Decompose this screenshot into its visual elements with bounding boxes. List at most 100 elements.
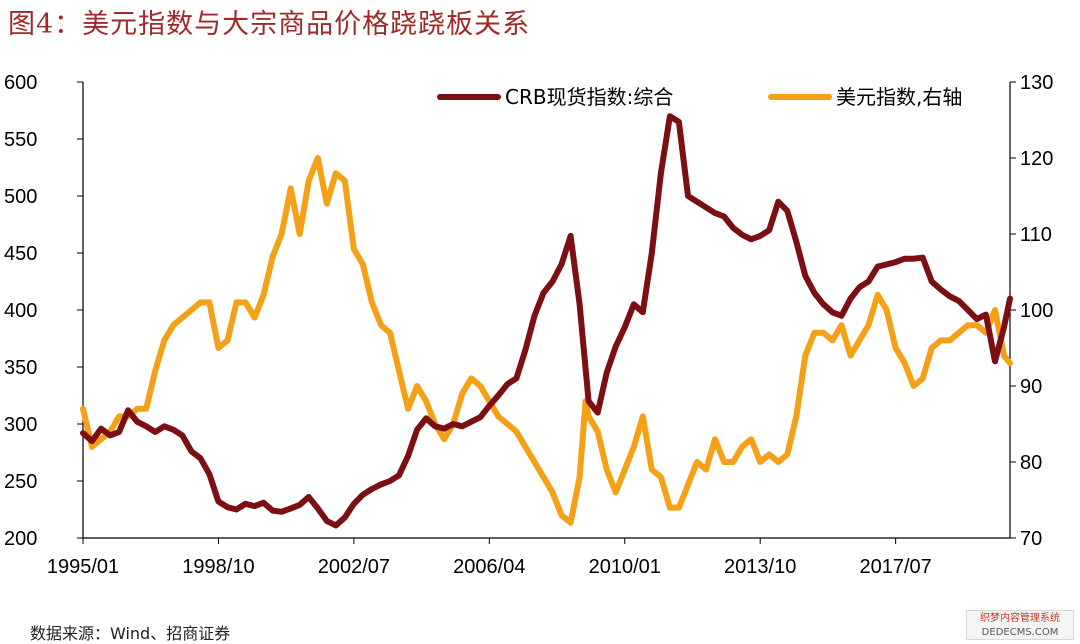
dxy-data-point: [913, 385, 915, 387]
right-y-tick-label: 100: [1020, 300, 1053, 322]
x-tick-label: 2017/07: [859, 556, 931, 578]
crb-data-point: [714, 212, 716, 214]
crb-data-point: [263, 502, 265, 504]
crb-data-point: [172, 429, 174, 431]
dxy-data-point: [813, 332, 816, 334]
crb-data-point: [687, 195, 689, 197]
crb-data-point: [570, 235, 572, 237]
dxy-data-point: [597, 431, 599, 433]
crb-data-point: [786, 210, 788, 212]
dxy-data-point: [705, 469, 707, 471]
dxy-data-point: [949, 339, 951, 341]
dxy-data-point: [624, 469, 626, 471]
crb-data-point: [272, 510, 274, 512]
dxy-data-point: [308, 180, 310, 182]
dxy-data-point: [759, 461, 761, 463]
crb-data-point: [254, 505, 256, 507]
watermark-line-1: 织梦内容管理系统: [980, 613, 1060, 624]
crb-data-point: [1003, 326, 1005, 328]
dxy-data-point: [425, 400, 427, 402]
crb-data-point: [127, 409, 129, 411]
dxy-series-line: [80, 155, 1013, 526]
crb-data-point: [669, 115, 671, 117]
dxy-data-point: [922, 377, 924, 379]
dxy-data-point: [886, 309, 888, 311]
dxy-data-point: [362, 263, 364, 265]
left-y-tick-label: 550: [4, 129, 37, 151]
crb-data-point: [606, 372, 608, 374]
dxy-data-point: [660, 476, 662, 478]
crb-data-point: [642, 311, 644, 313]
crb-data-point: [199, 457, 201, 459]
dxy-data-point: [877, 294, 879, 296]
crb-data-point: [479, 416, 481, 418]
dxy-data-point: [687, 484, 689, 486]
dxy-data-point: [994, 309, 996, 311]
crb-data-point: [849, 298, 852, 300]
left-y-tick-label: 200: [4, 528, 37, 550]
crb-data-point: [524, 349, 527, 351]
dxy-data-point: [777, 461, 779, 463]
crb-data-point: [118, 431, 120, 433]
crb-data-point: [579, 303, 581, 305]
crb-data-point: [759, 235, 761, 237]
dxy-data-point: [831, 339, 834, 341]
dxy-data-point: [786, 453, 788, 455]
watermark-line-2: DEDECMS.COM: [981, 627, 1059, 638]
crb-data-point: [362, 494, 364, 496]
dxy-data-point: [82, 408, 84, 410]
dxy-data-point: [100, 438, 102, 440]
dxy-data-point: [199, 301, 201, 303]
right-y-tick-label: 80: [1020, 452, 1042, 474]
dxy-data-point: [226, 339, 229, 341]
x-tick-label: 1995/01: [47, 556, 119, 578]
dxy-data-point: [389, 332, 391, 334]
dxy-data-point: [895, 347, 897, 349]
dual-axis-line-chart: 200 250 300 350 400 450 500 550 600 70 80 90 100 110 1…: [4, 72, 1053, 578]
watermark-badge: 织梦内容管理系统 DEDECMS.COM: [966, 610, 1074, 640]
dxy-data-point: [515, 431, 518, 433]
crb-data-point: [822, 303, 825, 305]
crb-data-point: [750, 238, 752, 240]
dxy-data-point: [750, 438, 752, 440]
crb-data-point: [425, 417, 427, 419]
left-y-tick-label: 300: [4, 414, 37, 436]
left-y-tick-label: 500: [4, 186, 37, 208]
crb-data-point: [858, 286, 861, 288]
dxy-data-point: [560, 514, 563, 516]
crb-data-point: [488, 405, 490, 407]
x-tick-label: 1998/10: [182, 556, 254, 578]
crb-data-point: [831, 311, 834, 313]
crb-data-point: [308, 496, 310, 498]
crb-data-point: [777, 201, 779, 203]
crb-data-point: [281, 511, 283, 513]
right-y-tick-label: 130: [1020, 72, 1053, 94]
dxy-data-point: [958, 332, 960, 334]
crb-data-point: [290, 507, 292, 509]
crb-data-point: [633, 303, 635, 305]
crb-data-point: [461, 425, 463, 427]
dxy-data-point: [651, 469, 653, 471]
dxy-data-point: [380, 324, 382, 326]
crb-data-point: [705, 206, 707, 208]
dxy-data-point: [985, 332, 987, 334]
dxy-data-point: [633, 446, 635, 448]
crb-data-point: [371, 488, 373, 490]
crb-data-point: [940, 288, 942, 291]
legend-label-crb: CRB现货指数:综合: [505, 85, 673, 109]
dxy-data-point: [235, 301, 238, 303]
crb-data-point: [452, 423, 454, 425]
dxy-data-point: [741, 446, 743, 448]
crb-data-point: [407, 455, 409, 457]
dxy-data-point: [272, 256, 274, 258]
crb-data-point: [922, 257, 924, 259]
left-y-tick-label: 450: [4, 243, 37, 265]
crb-data-point: [208, 473, 210, 475]
crb-data-point: [588, 400, 590, 402]
crb-data-point: [506, 383, 508, 385]
dxy-data-point: [849, 355, 852, 357]
crb-data-point: [976, 318, 978, 320]
dxy-data-point: [867, 324, 870, 326]
dxy-data-point: [344, 180, 346, 182]
dxy-data-point: [461, 393, 463, 395]
